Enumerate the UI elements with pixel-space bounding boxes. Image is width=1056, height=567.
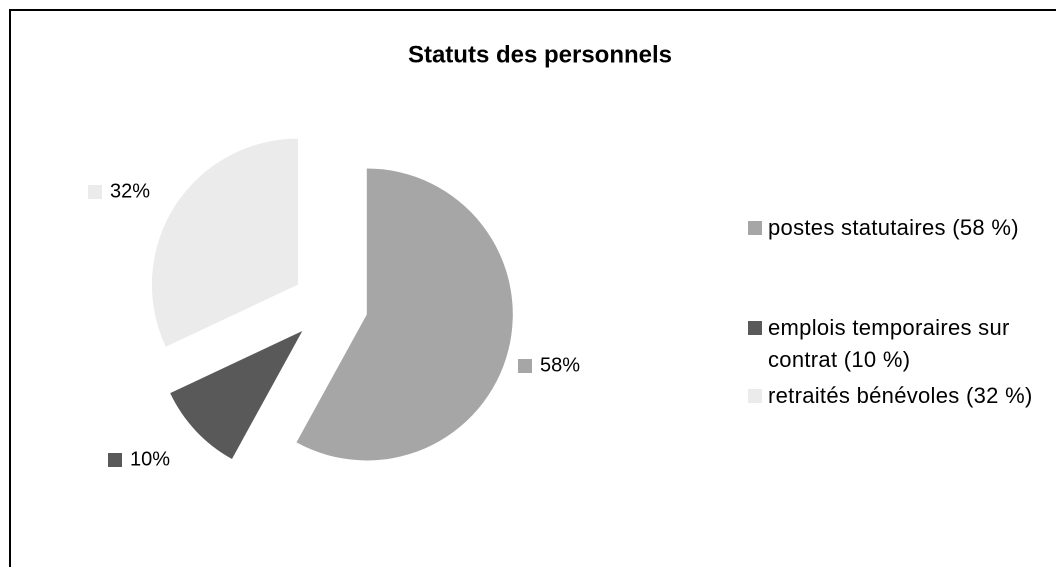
legend-swatch [748,389,762,403]
data-label-swatch [518,359,532,373]
pie-slice [296,168,513,461]
data-label: 58% [540,354,580,376]
legend-swatch [748,221,762,235]
legend-swatch [748,321,762,335]
pie-slice [151,138,298,347]
legend-label: emplois temporaires sur contrat (10 %) [768,315,1010,372]
chart-title: Statuts des personnels [408,41,672,68]
data-label-swatch [108,453,122,467]
pie-slice [170,331,303,459]
legend-label: postes statutaires (58 %) [768,215,1019,240]
data-label-swatch [88,185,102,199]
data-label: 32% [110,180,150,202]
legend-label: retraités bénévoles (32 %) [768,383,1033,408]
data-label: 10% [130,448,170,470]
